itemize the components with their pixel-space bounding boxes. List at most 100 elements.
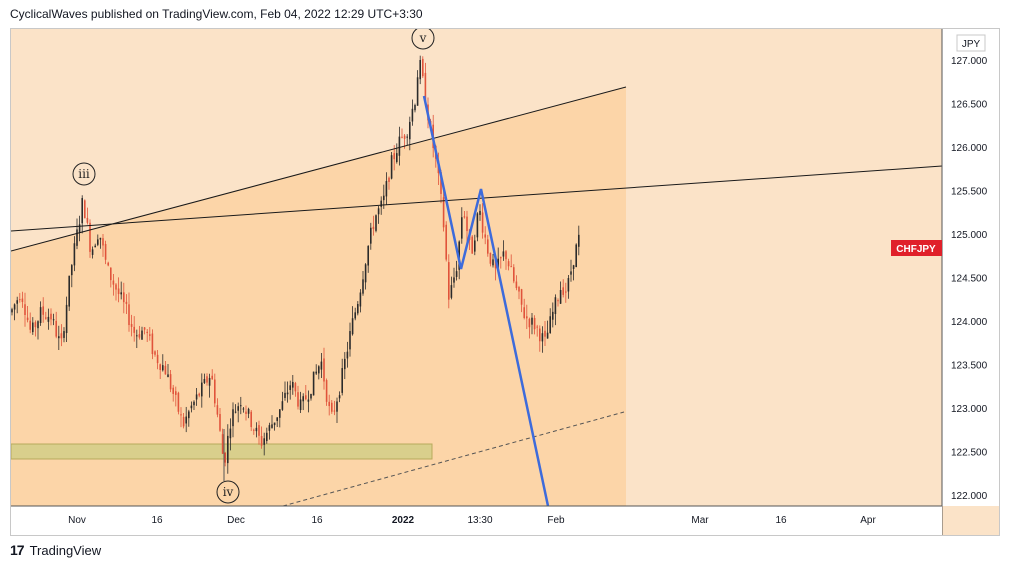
candle-body [42,306,44,315]
price-tick-label: 126.500 [951,100,988,111]
candle-body [247,408,250,414]
candle-body [411,108,414,122]
candle-body [479,210,481,215]
candle-body [572,265,575,269]
candle-body [292,381,294,388]
candle-body [567,278,570,292]
candle-body [279,409,281,418]
candle-body [89,222,91,252]
candle-body [39,307,42,323]
candle-body [229,428,232,439]
candle-body [268,425,271,431]
candle-body [341,368,343,393]
candle-body [299,399,302,411]
candle-body [526,316,528,319]
candle-body [214,379,216,404]
candle-body [245,411,247,414]
candle-body [94,245,96,248]
price-tick-label: 124.500 [951,274,988,285]
candle-body [500,257,502,259]
price-tick-label: 122.500 [951,448,988,459]
candle-body [151,333,154,355]
candle-body [385,181,388,197]
candle-body [216,405,219,415]
candle-body [63,331,65,338]
candle-body [466,216,468,232]
candle-body [104,243,107,260]
candle-body [91,249,94,255]
candle-body [331,402,333,412]
time-tick-label: Apr [860,515,876,526]
candle-body [518,287,520,292]
candle-body [523,307,525,318]
candle-body [76,229,78,246]
candle-body [125,301,128,304]
candle-body [260,436,263,446]
candle-body [266,432,268,442]
candle-body [73,243,76,266]
candle-body [531,317,533,325]
candle-body [47,316,50,322]
candle-body [487,239,489,254]
candle-body [146,331,148,333]
candle-body [393,153,395,160]
candle-body [203,378,206,383]
candle-body [188,411,190,419]
footer-brand[interactable]: 17 TradingView [10,542,101,558]
candle-body [130,323,133,327]
time-tick-label: 16 [775,515,787,526]
time-axis[interactable] [11,506,942,535]
candle-body [455,271,458,277]
candle-body [578,234,580,247]
candle-body [185,416,187,424]
candle-body [559,290,562,304]
candle-body [32,322,34,333]
symbol-badge[interactable] [891,240,942,256]
candle-body [263,438,265,445]
candle-body [390,155,393,179]
candle-body [403,135,406,139]
candle-body [507,261,510,267]
candle-body [237,406,239,411]
candle-body [242,408,245,410]
candle-body [320,361,323,370]
chart-panel[interactable]: iii iv v JPY 127.000 126.500 126.000 125.50… [10,28,1000,536]
time-tick-label: 13:30 [467,515,492,526]
price-axis[interactable] [942,29,999,506]
candle-body [169,374,172,390]
candle-body [354,312,356,319]
candle-body [11,309,13,313]
candle-body [318,366,320,374]
candle-body [409,121,411,140]
candle-body [128,304,130,326]
price-tick-label: 125.000 [951,230,988,241]
candle-body [55,320,57,337]
wave-label-v: v [411,29,435,50]
price-chart[interactable]: iii iv v JPY 127.000 126.500 126.000 125.50… [11,29,999,535]
candle-body [195,394,198,400]
candle-body [370,227,372,244]
candle-body [401,136,403,138]
candle-body [112,280,115,285]
candle-body [227,435,229,464]
candle-body [250,411,252,428]
candle-body [375,215,377,231]
candle-body [380,200,382,207]
candle-body [367,246,369,266]
candle-body [13,304,16,310]
candle-body [281,401,284,410]
candle-body [325,380,328,402]
candle-body [58,336,60,339]
candle-body [442,197,445,228]
candle-body [315,371,317,374]
candle-body [520,289,523,305]
candle-body [190,405,193,409]
price-tick-label: 122.000 [951,491,988,502]
time-tick-label: Mar [691,515,709,526]
candle-body [406,136,408,138]
candle-body [68,275,70,307]
candle-body [172,387,174,394]
time-tick-label: Dec [227,515,245,526]
candle-body [60,333,63,339]
candle-body [305,395,307,400]
